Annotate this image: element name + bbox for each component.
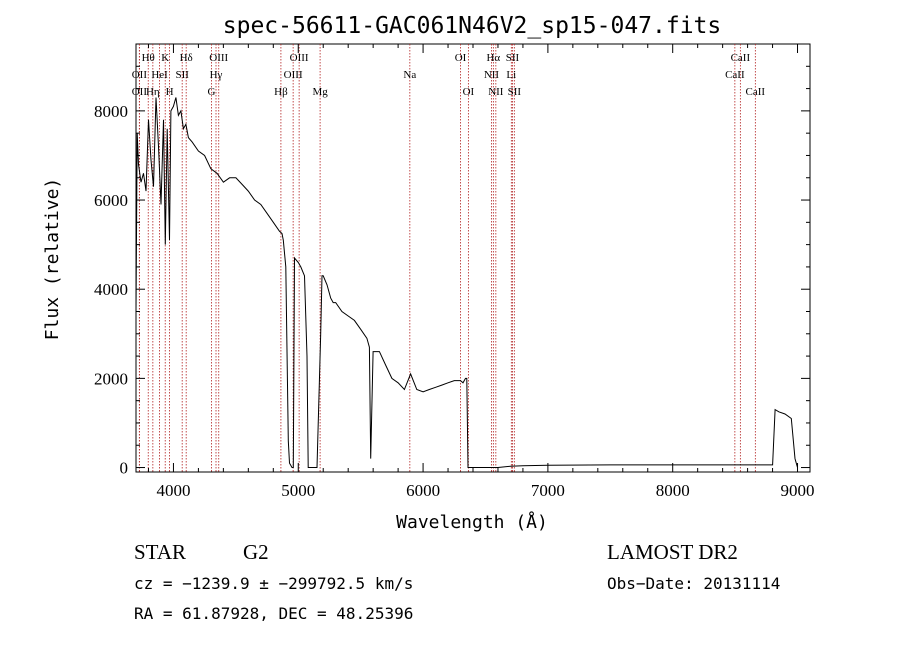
object-subclass: G2 xyxy=(243,540,269,564)
y-axis-label: Flux (relative) xyxy=(42,178,63,341)
spectral-line-label: NII xyxy=(488,86,504,98)
spectral-line-label: CaII xyxy=(731,52,751,64)
spectrum-series-line xyxy=(135,97,798,468)
spectral-line-label: HeI xyxy=(151,69,168,81)
spectral-line-label: Hβ xyxy=(274,86,288,98)
plot-frame xyxy=(135,43,811,473)
line-labels: OII OII Hθ Hη K H HeI SII Hδ G OIII Hγ Hβ OIII OIII Mg N… xyxy=(132,52,766,98)
spectral-line-label: OII xyxy=(132,69,148,81)
spectral-line-label: Hα xyxy=(486,52,500,64)
spectral-line-label: K xyxy=(161,52,169,64)
y-tick-label: 4000 xyxy=(94,280,128,299)
spectral-line-label: Hθ xyxy=(142,52,155,64)
spectral-line-label: OII xyxy=(132,86,148,98)
spectral-line-label: SII xyxy=(175,69,189,81)
x-axis-label: Wavelength (Å) xyxy=(396,511,548,533)
x-tick-label: 4000 xyxy=(156,481,190,500)
spectral-line-label: Na xyxy=(403,69,416,81)
plot-area-border xyxy=(135,43,811,473)
chart-title: spec-56611-GAC061N46V2_sp15-047.fits xyxy=(223,13,722,39)
y-tick-label: 0 xyxy=(120,459,129,478)
spectral-line-label: Hδ xyxy=(180,52,193,64)
spectral-line-label: OI xyxy=(463,86,475,98)
spectral-line-label: CaII xyxy=(746,86,766,98)
coordinates-text: RA = 61.87928, DEC = 48.25396 xyxy=(134,604,413,623)
line-markers xyxy=(138,44,756,472)
spectral-line-label: G xyxy=(208,86,216,98)
x-tick-label: 6000 xyxy=(406,481,440,500)
spectral-line-label: Hγ xyxy=(210,69,223,81)
y-tick-label: 2000 xyxy=(94,369,128,388)
x-tick-label: 9000 xyxy=(781,481,815,500)
survey-name: LAMOST DR2 xyxy=(607,540,738,564)
spectral-line-label: Mg xyxy=(312,86,328,98)
spectral-line-label: CaII xyxy=(725,69,745,81)
x-tick-label: 8000 xyxy=(656,481,690,500)
obs-date-text: Obs−Date: 20131114 xyxy=(607,574,780,593)
object-class: STAR xyxy=(134,540,186,564)
redshift-text: cz = −1239.9 ± −299792.5 km/s xyxy=(134,574,413,593)
x-tick-label: 5000 xyxy=(281,481,315,500)
axis-ticks xyxy=(136,44,810,472)
axis-tick-labels: 4000 5000 6000 7000 8000 9000 0 2000 4000 6000 800… xyxy=(94,102,815,500)
spectral-line-label: NII xyxy=(484,69,500,81)
spectral-line-label: Hη xyxy=(146,86,160,98)
x-tick-label: 7000 xyxy=(531,481,565,500)
spectral-line-label: OIII xyxy=(284,69,303,81)
spectral-line-label: SII xyxy=(508,86,522,98)
spectral-line-label: Li xyxy=(506,69,516,81)
spectral-line-label: H xyxy=(166,86,174,98)
spectral-line-label: OIII xyxy=(209,52,228,64)
spectral-line-label: OI xyxy=(455,52,467,64)
spectral-line-label: SII xyxy=(506,52,520,64)
spectral-line-label: OIII xyxy=(290,52,309,64)
y-tick-label: 8000 xyxy=(94,102,128,121)
y-tick-label: 6000 xyxy=(94,191,128,210)
